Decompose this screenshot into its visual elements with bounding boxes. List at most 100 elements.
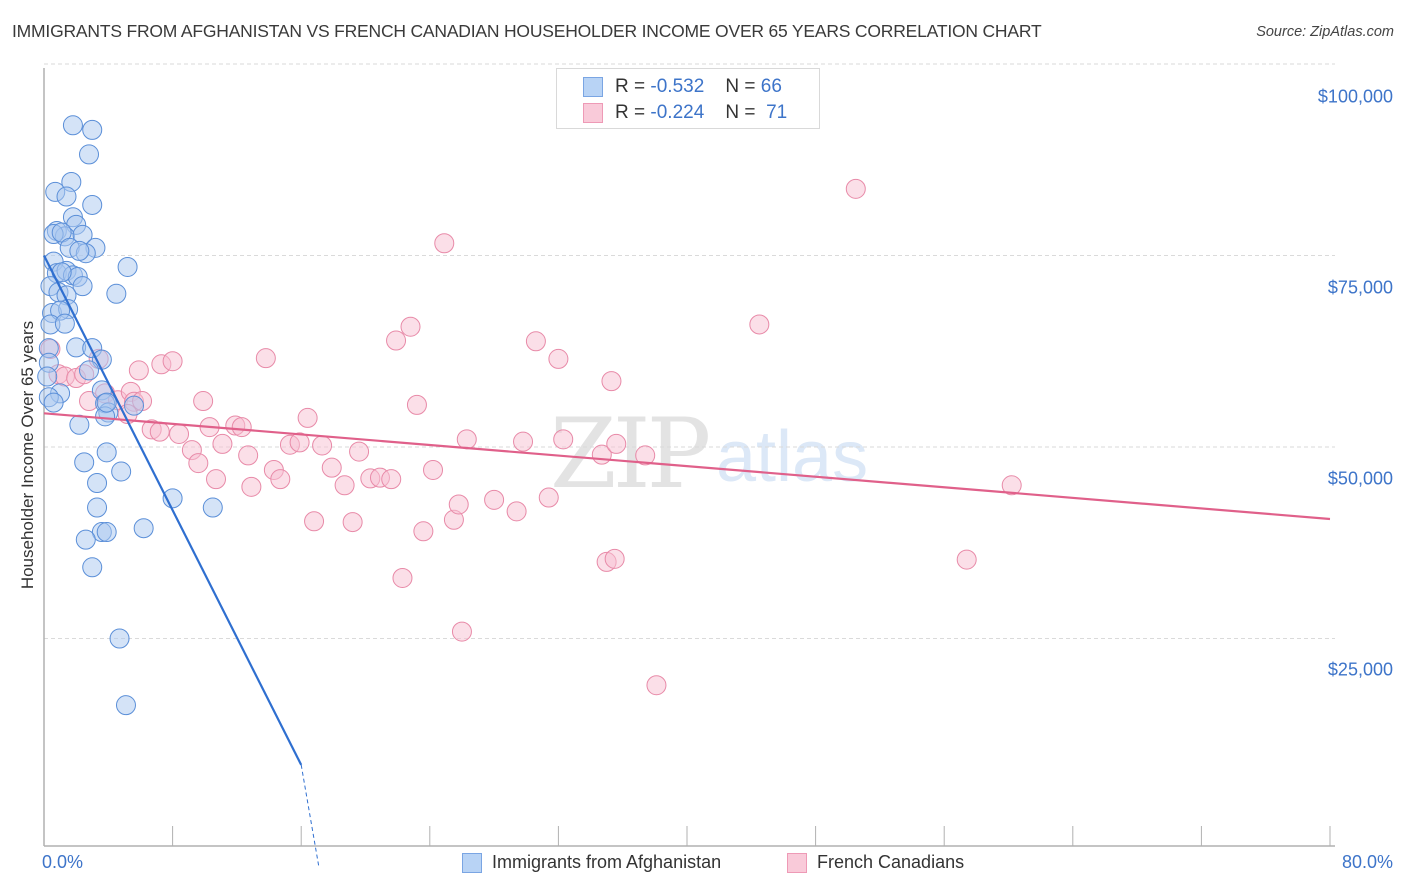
- data-point-french-canadians: [538, 487, 559, 508]
- data-point-french-canadians: [312, 435, 333, 456]
- data-point-afghanistan: [72, 276, 93, 297]
- data-point-french-canadians: [513, 431, 534, 452]
- watermark-atlas: atlas: [716, 417, 869, 497]
- legend-row-afghanistan: R = -0.532 N = 66: [583, 75, 782, 99]
- data-point-afghanistan: [82, 119, 103, 140]
- data-point-afghanistan: [202, 497, 223, 518]
- x-tick-max: 80.0%: [1341, 852, 1393, 872]
- data-point-french-canadians: [413, 521, 434, 542]
- data-point-afghanistan: [111, 461, 132, 482]
- chart-title: IMMIGRANTS FROM AFGHANISTAN VS FRENCH CA…: [12, 21, 1042, 41]
- blue-swatch-icon: [583, 77, 603, 97]
- data-point-afghanistan: [82, 194, 103, 215]
- data-point-french-canadians: [386, 330, 407, 351]
- pink-swatch-icon: [787, 852, 807, 873]
- data-point-afghanistan: [79, 360, 100, 381]
- watermark-zip: ZIP: [550, 398, 711, 510]
- data-point-afghanistan: [106, 283, 127, 304]
- data-point-french-canadians: [381, 469, 402, 490]
- data-point-afghanistan: [115, 695, 136, 716]
- y-tick-100000: $100,000: [1317, 86, 1393, 107]
- data-point-french-canadians: [212, 433, 233, 454]
- data-point-afghanistan: [43, 392, 64, 413]
- series-legend-french-canadians[interactable]: French Canadians: [787, 852, 964, 873]
- data-point-french-canadians: [149, 421, 170, 442]
- data-point-french-canadians: [169, 423, 190, 444]
- data-point-french-canadians: [406, 394, 427, 415]
- series-legend-afghanistan[interactable]: Immigrants from Afghanistan: [462, 852, 721, 873]
- data-point-afghanistan: [96, 392, 117, 413]
- data-point-french-canadians: [238, 445, 259, 466]
- data-point-french-canadians: [434, 233, 455, 254]
- data-point-afghanistan: [133, 518, 154, 539]
- data-point-afghanistan: [79, 144, 100, 165]
- data-point-french-canadians: [423, 459, 444, 480]
- n-label: N =: [725, 102, 756, 123]
- data-point-french-canadians: [606, 433, 627, 454]
- data-point-french-canadians: [334, 475, 355, 496]
- n-label: N =: [725, 76, 756, 97]
- n-value-afghanistan: 66: [760, 76, 782, 97]
- r-value-french-canadians: -0.224: [650, 102, 705, 123]
- y-tick-25000: $25,000: [1327, 659, 1393, 680]
- pink-swatch-icon: [583, 103, 603, 123]
- data-point-afghanistan: [69, 414, 90, 435]
- data-point-afghanistan: [109, 628, 130, 649]
- data-point-french-canadians: [749, 314, 770, 335]
- data-point-french-canadians: [392, 567, 413, 588]
- source-attribution: Source: ZipAtlas.com: [1256, 24, 1394, 40]
- data-point-afghanistan: [75, 529, 96, 550]
- correlation-legend: R = -0.532 N = 66 R = -0.224 N = 71: [556, 68, 820, 129]
- data-point-afghanistan: [37, 366, 58, 387]
- data-point-afghanistan: [62, 115, 83, 136]
- data-point-afghanistan: [117, 256, 138, 277]
- legend-row-french-canadians: R = -0.224 N = 71: [583, 101, 787, 125]
- data-point-afghanistan: [56, 186, 77, 207]
- trendline-french-canadians: [43, 412, 1331, 521]
- data-point-french-canadians: [255, 348, 276, 369]
- data-point-french-canadians: [206, 469, 227, 490]
- data-point-french-canadians: [604, 548, 625, 569]
- data-point-french-canadians: [484, 489, 505, 510]
- data-point-french-canadians: [128, 360, 149, 381]
- x-tick-min: 0.0%: [42, 852, 84, 872]
- data-point-french-canadians: [1001, 475, 1022, 496]
- data-point-french-canadians: [451, 621, 472, 642]
- data-point-afghanistan: [96, 522, 117, 543]
- data-point-french-canadians: [162, 351, 183, 372]
- blue-swatch-icon: [462, 852, 482, 873]
- trendline-afghanistan-extension: [300, 764, 320, 868]
- data-point-french-canadians: [956, 549, 977, 570]
- data-point-french-canadians: [193, 391, 214, 412]
- y-axis-title: Householder Income Over 65 years: [18, 320, 37, 590]
- data-point-french-canadians: [548, 348, 569, 369]
- data-point-french-canadians: [349, 441, 370, 462]
- data-point-french-canadians: [241, 476, 262, 497]
- r-label: R =: [615, 76, 646, 97]
- data-point-french-canadians: [525, 331, 546, 352]
- data-point-french-canadians: [635, 445, 656, 466]
- data-point-afghanistan: [54, 313, 75, 334]
- data-point-afghanistan: [96, 442, 117, 463]
- data-point-french-canadians: [845, 178, 866, 199]
- data-point-french-canadians: [448, 494, 469, 515]
- y-tick-50000: $50,000: [1327, 468, 1393, 489]
- data-point-french-canadians: [231, 417, 252, 438]
- data-point-french-canadians: [646, 675, 667, 696]
- data-point-french-canadians: [188, 453, 209, 474]
- data-point-french-canadians: [506, 501, 527, 522]
- data-point-afghanistan: [82, 557, 103, 578]
- data-point-afghanistan: [87, 497, 108, 518]
- series-label-french-canadians: French Canadians: [817, 852, 965, 872]
- data-point-french-canadians: [400, 316, 421, 337]
- data-point-french-canadians: [553, 429, 574, 450]
- data-point-afghanistan: [74, 452, 95, 473]
- data-point-french-canadians: [304, 511, 325, 532]
- data-point-french-canadians: [289, 432, 310, 453]
- data-point-french-canadians: [321, 457, 342, 478]
- data-point-french-canadians: [270, 469, 291, 490]
- data-point-french-canadians: [456, 429, 477, 450]
- series-label-afghanistan: Immigrants from Afghanistan: [492, 852, 722, 872]
- y-tick-75000: $75,000: [1327, 277, 1393, 298]
